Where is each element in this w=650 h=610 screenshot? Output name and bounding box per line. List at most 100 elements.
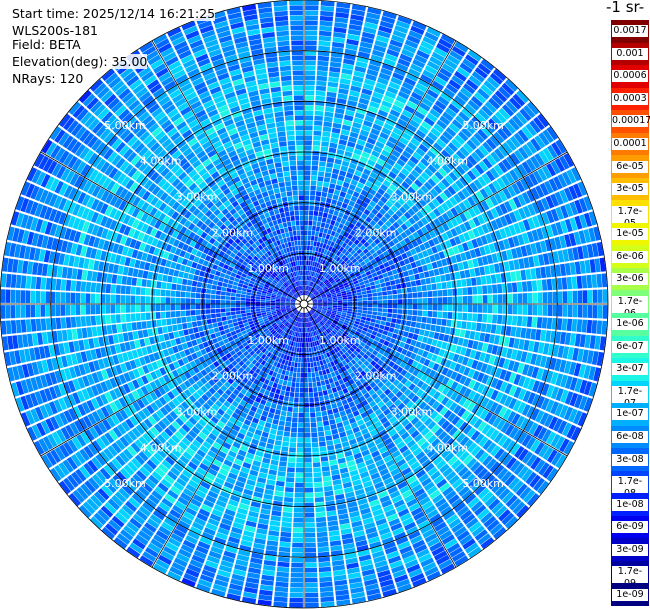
beta-cell: [546, 431, 557, 445]
beta-cell: [527, 392, 536, 405]
beta-cell: [205, 304, 211, 309]
beta-cell: [215, 313, 221, 318]
beta-cell: [530, 408, 540, 421]
beta-cell: [171, 318, 177, 325]
beta-cell: [341, 326, 346, 331]
beta-cell: [281, 446, 289, 452]
beta-cell: [171, 283, 177, 290]
beta-cell: [599, 336, 606, 351]
beta-cell: [562, 304, 568, 317]
beta-cell: [285, 421, 292, 427]
beta-cell: [567, 347, 575, 360]
beta-cell: [460, 347, 467, 356]
beta-cell: [323, 317, 328, 321]
beta-cell: [512, 501, 526, 515]
beta-cell: [388, 327, 395, 333]
beta-cell: [569, 377, 578, 391]
beta-cell: [294, 497, 304, 503]
beta-cell: [450, 391, 459, 401]
beta-cell: [225, 300, 231, 304]
beta-cell: [305, 567, 318, 573]
beta-cell: [497, 467, 509, 480]
beta-cell: [490, 324, 497, 334]
beta-cell: [367, 307, 373, 311]
beta-cell: [588, 366, 596, 381]
beta-cell: [317, 541, 329, 548]
beta-cell: [45, 277, 52, 290]
beta-cell: [373, 327, 379, 332]
beta-cell: [145, 304, 151, 312]
beta-cell: [365, 317, 371, 322]
beta-cell: [70, 304, 76, 316]
beta-cell: [155, 304, 161, 312]
beta-cell: [447, 304, 453, 312]
beta-cell: [383, 351, 390, 358]
beta-cell: [191, 315, 197, 322]
beta-cell: [296, 447, 304, 453]
beta-cell: [105, 284, 111, 294]
beta-cell: [294, 397, 299, 403]
beta-cell: [404, 409, 413, 418]
beta-cell: [482, 314, 488, 323]
beta-cell: [313, 467, 321, 473]
beta-cell: [397, 304, 403, 309]
beta-cell: [472, 304, 478, 313]
beta-cell: [115, 304, 121, 314]
beta-cell: [412, 333, 419, 341]
beta-cell: [288, 452, 296, 458]
beta-cell: [320, 405, 327, 412]
beta-cell: [299, 387, 304, 393]
beta-cell: [504, 383, 513, 395]
beta-cell: [454, 394, 463, 404]
beta-cell: [225, 308, 231, 312]
beta-cell: [329, 317, 334, 321]
beta-cell: [368, 337, 374, 344]
beta-cell: [536, 317, 543, 329]
beta-cell: [45, 318, 52, 331]
beta-cell: [304, 532, 316, 538]
beta-cell: [363, 374, 370, 381]
beta-cell: [387, 331, 393, 338]
beta-cell: [561, 318, 568, 331]
beta-cell: [130, 304, 136, 313]
beta-cell: [417, 348, 424, 356]
beta-cell: [437, 445, 448, 455]
beta-cell: [312, 314, 317, 319]
beta-cell: [307, 372, 312, 378]
beta-cell: [355, 347, 361, 353]
beta-cell: [356, 353, 363, 360]
beta-cell: [220, 299, 226, 304]
beta-cell: [300, 377, 304, 383]
beta-cell: [435, 403, 445, 413]
beta-cell: [165, 297, 171, 304]
beta-cell: [294, 487, 304, 493]
beta-cell: [326, 312, 331, 316]
beta-cell: [510, 443, 521, 456]
beta-cell: [433, 332, 440, 340]
beta-cell: [391, 318, 397, 324]
beta-cell: [140, 304, 146, 312]
beta-cell: [459, 329, 466, 338]
beta-cell: [190, 310, 196, 316]
beta-cell: [150, 304, 156, 312]
beta-cell: [304, 452, 312, 458]
beta-cell: [551, 317, 558, 330]
beta-cell: [315, 507, 325, 513]
beta-cell: [416, 316, 422, 323]
beta-cell: [289, 447, 296, 453]
beta-cell: [521, 468, 533, 482]
beta-cell: [379, 392, 387, 400]
beta-cell: [491, 502, 504, 515]
beta-cell: [351, 344, 358, 350]
beta-cell: [494, 404, 503, 416]
beta-cell: [295, 467, 304, 473]
beta-cell: [311, 442, 319, 448]
beta-cell: [125, 295, 131, 304]
beta-cell: [190, 292, 196, 298]
beta-cell: [405, 350, 413, 358]
beta-cell: [594, 335, 601, 350]
beta-cell: [350, 338, 356, 344]
beta-cell: [390, 338, 396, 344]
beta-cell: [422, 310, 428, 317]
beta-cell: [357, 344, 364, 351]
